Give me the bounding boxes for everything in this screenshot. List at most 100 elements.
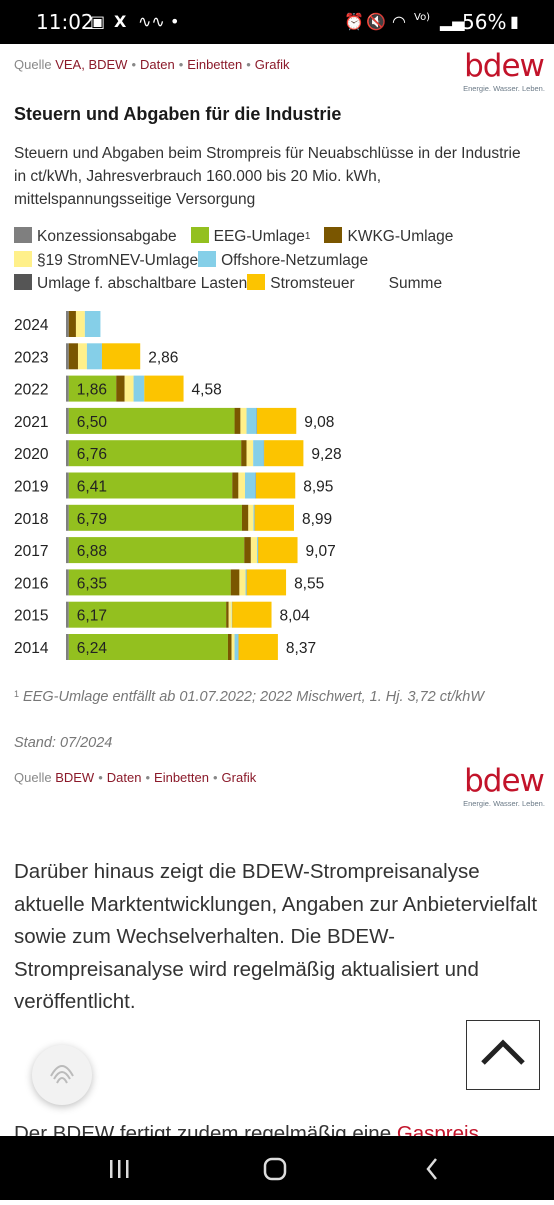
graphic-link[interactable]: Grafik bbox=[222, 770, 257, 785]
bar-segment-konzessionsabgabe[interactable] bbox=[66, 440, 69, 466]
bar-segment-konzessionsabgabe[interactable] bbox=[66, 343, 69, 369]
bar-segment-kwkg-umlage[interactable] bbox=[235, 408, 241, 434]
data-link[interactable]: Daten bbox=[107, 770, 142, 785]
bar-segment-offshore-netzumlage[interactable] bbox=[246, 569, 247, 595]
bar-segment-kwkg-umlage[interactable] bbox=[241, 440, 246, 466]
bar-segment-kwkg-umlage[interactable] bbox=[116, 376, 124, 402]
bar-segment-kwkg-umlage[interactable] bbox=[244, 537, 251, 563]
bar-segment--19-stromnev-umlage[interactable] bbox=[248, 505, 253, 531]
battery-icon: ▮ bbox=[510, 12, 519, 31]
legend-swatch bbox=[14, 274, 32, 290]
bar-segment-kwkg-umlage[interactable] bbox=[231, 569, 240, 595]
legend-item[interactable]: Konzessionsabgabe bbox=[14, 225, 177, 249]
bar-segment-offshore-netzumlage[interactable] bbox=[87, 343, 102, 369]
legend-item[interactable]: Umlage f. abschaltbare Lasten bbox=[14, 272, 247, 296]
bar-segment-stromsteuer[interactable] bbox=[247, 569, 286, 595]
bar-segment-kwkg-umlage[interactable] bbox=[69, 311, 76, 337]
legend-item[interactable]: §19 StromNEV-Umlage bbox=[14, 249, 198, 273]
source-names[interactable]: BDEW bbox=[55, 770, 94, 785]
bar-segment-stromsteuer[interactable] bbox=[264, 440, 303, 466]
graphic-link[interactable]: Grafik bbox=[255, 57, 290, 72]
bar-segment-konzessionsabgabe[interactable] bbox=[66, 408, 69, 434]
legend-item[interactable]: Offshore-Netzumlage bbox=[198, 249, 368, 273]
status-bar: 11:02 ▣ X ∿∿ • ⏰ 🔇 ◠ Vo) ▂▄ 56% ▮ bbox=[0, 0, 554, 44]
recent-apps-icon[interactable] bbox=[110, 1160, 129, 1178]
x-app-icon: X bbox=[114, 12, 126, 31]
eeg-value-label: 6,76 bbox=[77, 446, 107, 463]
bar-segment-konzessionsabgabe[interactable] bbox=[66, 505, 69, 531]
legend-item[interactable]: Stromsteuer bbox=[247, 272, 354, 296]
bar-segment-kwkg-umlage[interactable] bbox=[242, 505, 248, 531]
bar-segment-konzessionsabgabe[interactable] bbox=[66, 602, 69, 628]
bar-segment-offshore-netzumlage[interactable] bbox=[247, 408, 257, 434]
year-label: 2022 bbox=[14, 382, 48, 399]
bar-segment-stromsteuer[interactable] bbox=[257, 408, 296, 434]
bar-segment-offshore-netzumlage[interactable] bbox=[253, 505, 254, 531]
year-label: 2017 bbox=[14, 543, 48, 560]
embed-link[interactable]: Einbetten bbox=[187, 57, 242, 72]
footnote: 1 EEG-Umlage entfällt ab 01.07.2022; 202… bbox=[14, 689, 484, 705]
bar-segment--19-stromnev-umlage[interactable] bbox=[247, 440, 254, 466]
home-icon[interactable] bbox=[265, 1159, 285, 1179]
bar-segment-konzessionsabgabe[interactable] bbox=[66, 311, 69, 337]
bar-segment-kwkg-umlage[interactable] bbox=[228, 634, 232, 660]
scroll-to-top-button[interactable] bbox=[466, 1020, 540, 1090]
bar-segment-stromsteuer[interactable] bbox=[144, 376, 183, 402]
bar-segment-stromsteuer[interactable] bbox=[255, 505, 294, 531]
bar-segment-offshore-netzumlage[interactable] bbox=[85, 311, 101, 337]
bar-segment-stromsteuer[interactable] bbox=[239, 634, 278, 660]
embed-link[interactable]: Einbetten bbox=[154, 770, 209, 785]
bar-segment--19-stromnev-umlage[interactable] bbox=[238, 473, 245, 499]
bar-segment-stromsteuer[interactable] bbox=[258, 537, 297, 563]
year-label: 2021 bbox=[14, 414, 48, 431]
total-value-label: 4,58 bbox=[192, 382, 222, 399]
bar-segment-kwkg-umlage[interactable] bbox=[232, 473, 238, 499]
legend-item-sum[interactable]: Summe bbox=[389, 272, 442, 296]
data-link[interactable]: Daten bbox=[140, 57, 175, 72]
gaspreis-link[interactable]: Gaspreis bbox=[397, 1122, 479, 1136]
battery-level: 56% bbox=[462, 10, 506, 34]
bar-segment--19-stromnev-umlage[interactable] bbox=[251, 537, 257, 563]
bdew-logo-bottom[interactable]: bdew Energie. Wasser. Leben. bbox=[463, 765, 545, 808]
bar-segment-kwkg-umlage[interactable] bbox=[226, 602, 229, 628]
bar-segment-offshore-netzumlage[interactable] bbox=[134, 376, 145, 402]
bar-segment-konzessionsabgabe[interactable] bbox=[66, 376, 69, 402]
bar-segment-offshore-netzumlage[interactable] bbox=[253, 440, 264, 466]
bar-segment--19-stromnev-umlage[interactable] bbox=[240, 408, 246, 434]
source-names[interactable]: VEA, BDEW bbox=[55, 57, 127, 72]
mute-icon: 🔇 bbox=[366, 12, 386, 31]
bar-segment--19-stromnev-umlage[interactable] bbox=[239, 569, 245, 595]
eeg-value-label: 6,79 bbox=[77, 511, 107, 528]
bar-segment-konzessionsabgabe[interactable] bbox=[66, 634, 69, 660]
bar-segment-kwkg-umlage[interactable] bbox=[69, 343, 78, 369]
bar-segment-stromsteuer[interactable] bbox=[256, 473, 295, 499]
bar-segment-offshore-netzumlage[interactable] bbox=[235, 634, 239, 660]
year-label: 2019 bbox=[14, 479, 48, 496]
bar-segment-stromsteuer[interactable] bbox=[102, 343, 140, 369]
bar-segment-stromsteuer[interactable] bbox=[232, 602, 271, 628]
bar-segment--19-stromnev-umlage[interactable] bbox=[231, 634, 234, 660]
bar-segment-konzessionsabgabe[interactable] bbox=[66, 569, 69, 595]
source-prefix: Quelle bbox=[14, 770, 52, 785]
back-icon[interactable] bbox=[428, 1159, 436, 1179]
legend-swatch bbox=[14, 251, 32, 267]
total-value-label: 9,28 bbox=[311, 446, 341, 463]
chart-title: Steuern und Abgaben für die Industrie bbox=[14, 104, 341, 125]
chevron-up-icon bbox=[467, 1021, 539, 1089]
logo-tagline: Energie. Wasser. Leben. bbox=[463, 84, 545, 93]
bdew-logo[interactable]: bdew Energie. Wasser. Leben. bbox=[463, 50, 545, 93]
legend-item[interactable]: EEG-Umlage1 bbox=[191, 225, 311, 249]
bar-segment-offshore-netzumlage[interactable] bbox=[257, 537, 258, 563]
bar-segment--19-stromnev-umlage[interactable] bbox=[125, 376, 134, 402]
legend-item[interactable]: KWKG-Umlage bbox=[324, 225, 453, 249]
eeg-value-label: 6,35 bbox=[77, 575, 107, 592]
fingerprint-button[interactable] bbox=[32, 1045, 92, 1105]
bar-segment-konzessionsabgabe[interactable] bbox=[66, 537, 69, 563]
bar-segment--19-stromnev-umlage[interactable] bbox=[229, 602, 232, 628]
body-paragraph: Darüber hinaus zeigt die BDEW-Strompreis… bbox=[14, 856, 542, 1019]
bar-segment-konzessionsabgabe[interactable] bbox=[66, 473, 69, 499]
bar-segment--19-stromnev-umlage[interactable] bbox=[78, 343, 87, 369]
bar-segment--19-stromnev-umlage[interactable] bbox=[76, 311, 85, 337]
bar-segment-offshore-netzumlage[interactable] bbox=[245, 473, 256, 499]
